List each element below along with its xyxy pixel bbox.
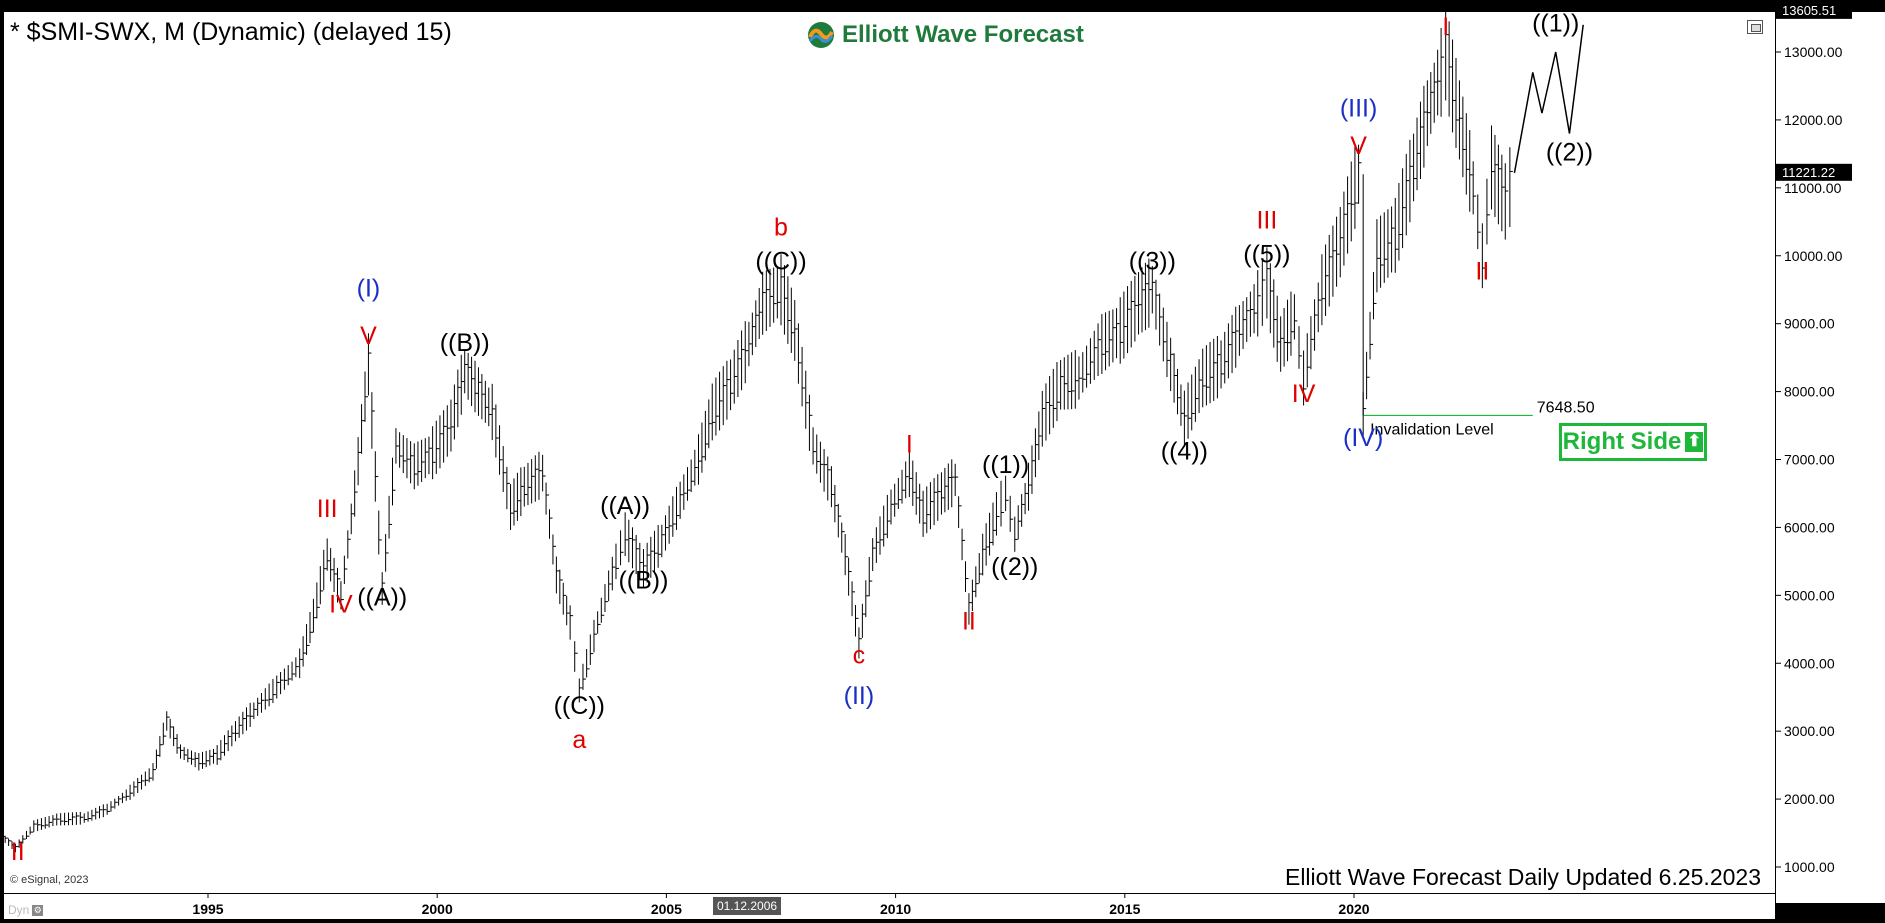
price-badge-label: 13605.51 [1782,3,1836,18]
wave-label: ((B)) [440,329,490,357]
price-badge [1776,1,1852,19]
time-axis[interactable] [4,893,1775,919]
symbol-title: * $SMI-SWX, M (Dynamic) (delayed 15) [10,18,452,46]
wave-label: ((A)) [600,492,650,520]
wave-label: b [774,213,788,241]
price-tick-label: 8000.00 [1784,384,1835,400]
date-cursor-badge: 01.12.2006 [713,897,782,915]
copyright-text: © eSignal, 2023 [10,874,89,886]
time-tick-label: 2010 [880,901,911,917]
time-tick-label: 2005 [651,901,682,917]
wave-label: (II) [844,682,875,710]
wave-label: (IV) [1343,424,1383,452]
wave-label: ((C)) [755,247,806,275]
window-restore-icon[interactable] [1747,20,1763,34]
wave-label: ((1)) [982,451,1029,479]
wave-label: V [1350,132,1367,160]
wave-label: ((5)) [1243,241,1290,269]
price-bars [1,3,1513,853]
price-tick-label: 12000.00 [1784,112,1843,128]
wave-label: ((B)) [618,567,668,595]
plot-area[interactable] [4,12,1775,903]
wave-label: IV [1292,380,1316,408]
elliott-wave-logo-icon [808,22,834,48]
price-badge-label: 11221.22 [1782,165,1835,180]
wave-label: (I) [357,275,381,303]
wave-label: (III) [1340,95,1378,123]
wave-label: III [1256,207,1277,235]
dyn-settings-icon[interactable]: ⚙ [32,904,44,916]
wave-label: I [906,431,913,459]
wave-label: ((2)) [991,553,1038,581]
price-tick-label: 3000.00 [1784,723,1835,739]
price-tick-label: 11000.00 [1784,180,1842,196]
dyn-label[interactable]: Dyn ⚙ [8,903,44,917]
price-tick-label: 9000.00 [1784,316,1835,332]
wave-label: II [11,838,25,866]
wave-label: a [572,726,586,754]
time-tick-label: 1995 [192,901,223,917]
wave-label: ((C)) [554,692,605,720]
projection-path [1513,24,1584,173]
price-tick-label: 5000.00 [1784,587,1835,603]
time-tick-label: 2015 [1109,901,1140,917]
wave-label: ((1)) [1532,10,1579,38]
footer-text: Elliott Wave Forecast Daily Updated 6.25… [1284,864,1761,890]
wave-label: c [853,641,866,669]
wave-label: IV [329,590,353,618]
dyn-text: Dyn [8,903,30,917]
right-side-badge: Right Side ⬆ [1559,423,1707,461]
wave-label: V [360,322,377,350]
wave-label: ((4)) [1161,438,1208,466]
up-arrow-icon: ⬆ [1685,432,1704,452]
invalidation-label: Invalidation Level [1370,421,1494,438]
wave-label: ((A)) [357,584,407,612]
price-tick-label: 1000.00 [1784,859,1835,875]
price-tick-label: 4000.00 [1784,655,1835,671]
brand-name: Elliott Wave Forecast [842,21,1084,48]
right-side-label: Right Side [1562,428,1682,455]
wave-label: III [317,495,338,523]
price-tick-label: 10000.00 [1784,248,1843,264]
brand-logo: Elliott Wave Forecast [806,15,1084,55]
price-badge [1776,163,1852,181]
price-axis[interactable] [1775,12,1885,903]
time-tick-label: 2000 [422,901,453,917]
price-tick-label: 7000.00 [1784,452,1835,468]
time-tick-label: 2020 [1338,901,1369,917]
wave-label: II [962,607,976,635]
wave-label: ((3)) [1129,247,1176,275]
wave-label: ((2)) [1546,139,1593,167]
invalidation-value: 7648.50 [1537,399,1595,416]
price-tick-label: 13000.00 [1784,44,1843,60]
price-tick-label: 2000.00 [1784,791,1835,807]
wave-label: I [1442,13,1449,41]
price-tick-label: 6000.00 [1784,519,1835,535]
wave-label: II [1475,258,1489,286]
